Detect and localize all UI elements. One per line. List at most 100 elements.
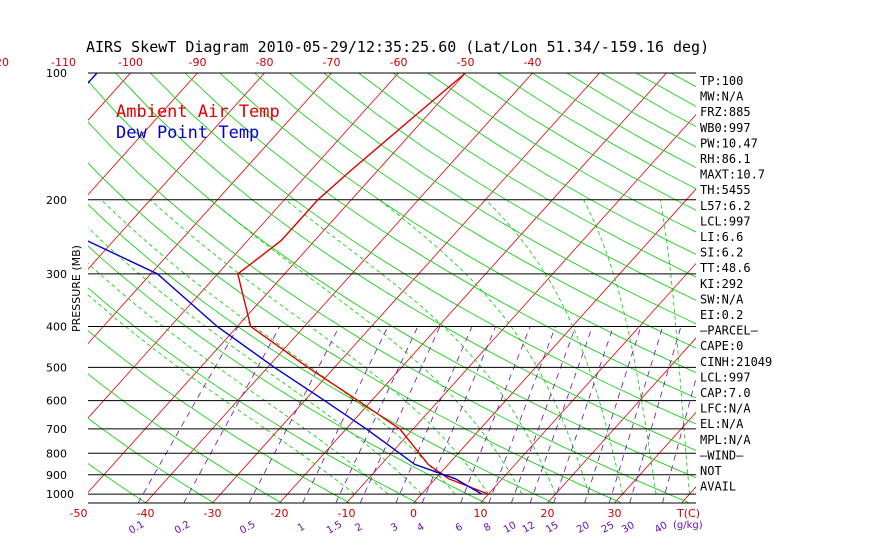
sounding-index-label: CAPE:0 xyxy=(700,339,743,353)
y-axis-label: PRESSURE (MB) xyxy=(70,245,83,332)
isotherm-line xyxy=(0,73,64,503)
mixing-ratio-line xyxy=(629,326,682,503)
sounding-index-label: LI:6.6 xyxy=(700,230,743,244)
bottom-temp-tick-label: -20 xyxy=(271,507,289,520)
top-temp-tick-label: -50 xyxy=(457,56,475,69)
mixing-ratio-tick-label: 6 xyxy=(454,521,465,534)
top-temp-tick-label: -120 xyxy=(0,56,9,69)
bottom-temp-tick-label: 20 xyxy=(541,507,555,520)
mixing-ratio-line xyxy=(335,326,419,503)
dry-adiabat-line xyxy=(775,73,870,503)
mixing-ratio-line xyxy=(584,326,642,503)
pressure-tick-label: 900 xyxy=(46,469,67,482)
isotherm-line xyxy=(88,73,198,196)
bottom-temp-tick-label: -30 xyxy=(204,507,222,520)
isotherm-line xyxy=(88,73,399,419)
sounding-index-label: TP:100 xyxy=(700,74,743,88)
mixing-ratio-unit-label: (g/kg) xyxy=(673,520,703,531)
dry-adiabat-line xyxy=(219,73,696,374)
pressure-tick-label: 800 xyxy=(46,447,67,460)
mixing-ratio-tick-label: 0.1 xyxy=(127,519,146,536)
dry-adiabat-line xyxy=(88,245,486,503)
dry-adiabat-line xyxy=(392,73,696,255)
bottom-temp-tick-label: 10 xyxy=(474,507,488,520)
dry-adiabat-line xyxy=(88,121,690,503)
dry-adiabat-line xyxy=(88,162,622,503)
isobars xyxy=(88,72,696,504)
legend-dew-point-temp: Dew Point Temp xyxy=(116,123,259,143)
mixing-ratio-tick-label: 25 xyxy=(600,520,617,536)
mixing-ratio-line xyxy=(510,326,576,503)
mixing-ratio-line xyxy=(248,326,340,503)
dry-adiabat-line xyxy=(88,80,696,479)
sounding-index-label: TT:48.6 xyxy=(700,261,751,275)
sounding-index-label: MAXT:10.7 xyxy=(700,168,765,182)
moist-adiabat-line xyxy=(150,199,489,495)
mixing-ratio-line xyxy=(183,326,281,503)
sounding-index-label: RH:86.1 xyxy=(700,152,751,166)
dry-adiabat-line xyxy=(810,73,870,503)
top-temp-tick-label: -110 xyxy=(51,56,76,69)
ambient-air-temp-line xyxy=(237,73,489,495)
dry-adiabat-line xyxy=(254,73,696,349)
sounding-index-label: MPL:N/A xyxy=(700,433,751,447)
mixing-ratio-tick-label: 1.5 xyxy=(325,519,344,536)
moist-adiabat-line xyxy=(285,199,556,495)
moist-adiabat-line xyxy=(485,199,623,495)
top-temp-tick-label: -60 xyxy=(390,56,408,69)
isotherm-line xyxy=(547,337,696,503)
pressure-tick-label: 500 xyxy=(46,361,67,374)
mixing-ratio-line xyxy=(488,326,556,503)
mixing-ratio-line xyxy=(359,326,441,503)
pressure-tick-label: 100 xyxy=(46,67,67,80)
dry-adiabat-line xyxy=(427,73,696,233)
dry-adiabat-line xyxy=(150,73,696,425)
dry-adiabat-line xyxy=(0,73,78,503)
sounding-index-label: EL:N/A xyxy=(700,417,744,431)
dry-adiabat-line xyxy=(358,73,696,278)
bottom-temp-tick-label: 0 xyxy=(410,507,417,520)
isotherm-line xyxy=(212,73,600,503)
axis-ticks: 1002003004005006007008009001000-120-110-… xyxy=(0,56,703,537)
isotherm-line xyxy=(749,73,870,503)
sounding-index-label: PW:10.47 xyxy=(700,136,758,150)
isotherm-line xyxy=(279,73,667,503)
sounding-index-label: TH:5455 xyxy=(700,183,751,197)
dry-adiabat-line xyxy=(88,203,554,503)
mixing-ratio-line xyxy=(460,326,531,503)
isotherm-line xyxy=(413,188,696,503)
sounding-index-label: CINH:21049 xyxy=(700,355,772,369)
bottom-temp-tick-label: -50 xyxy=(70,507,88,520)
isotherm-line xyxy=(346,114,696,503)
isotherm-line xyxy=(88,73,265,270)
pressure-tick-label: 200 xyxy=(46,194,67,207)
moist-adiabat-line xyxy=(378,199,590,495)
pressure-tick-label: 600 xyxy=(46,395,67,408)
sounding-index-label: SI:6.2 xyxy=(700,246,743,260)
top-temp-tick-label: -100 xyxy=(118,56,143,69)
moist-adiabat-line xyxy=(88,262,389,495)
mixing-ratio-tick-label: 8 xyxy=(482,521,493,534)
isotherm-line xyxy=(88,73,466,494)
mixing-ratio-tick-label: 4 xyxy=(415,521,426,534)
mixing-ratio-tick-label: 15 xyxy=(544,520,561,536)
sounding-index-label: EI:0.2 xyxy=(700,308,743,322)
dew-point-temp-line xyxy=(88,73,483,495)
mixing-ratio-tick-label: 10 xyxy=(502,520,519,536)
dry-adiabat-line xyxy=(115,73,696,451)
sounding-index-label: L57:6.2 xyxy=(700,199,751,213)
top-temp-tick-label: -80 xyxy=(256,56,274,69)
sounding-index-label: CAP:7.0 xyxy=(700,386,751,400)
sounding-index-label: —WIND— xyxy=(700,448,744,462)
sounding-index-label: WB0:997 xyxy=(700,121,751,135)
sounding-index-label: LFC:N/A xyxy=(700,402,751,416)
dry-adiabat-line xyxy=(288,73,696,325)
moist-adiabat-line xyxy=(88,227,422,495)
mixing-ratio-line xyxy=(137,326,239,503)
isotherm-line xyxy=(480,262,696,503)
pressure-tick-label: 400 xyxy=(46,321,67,334)
mixing-ratio-tick-label: 40 xyxy=(653,520,670,536)
sounding-index-label: —PARCEL— xyxy=(700,324,759,338)
